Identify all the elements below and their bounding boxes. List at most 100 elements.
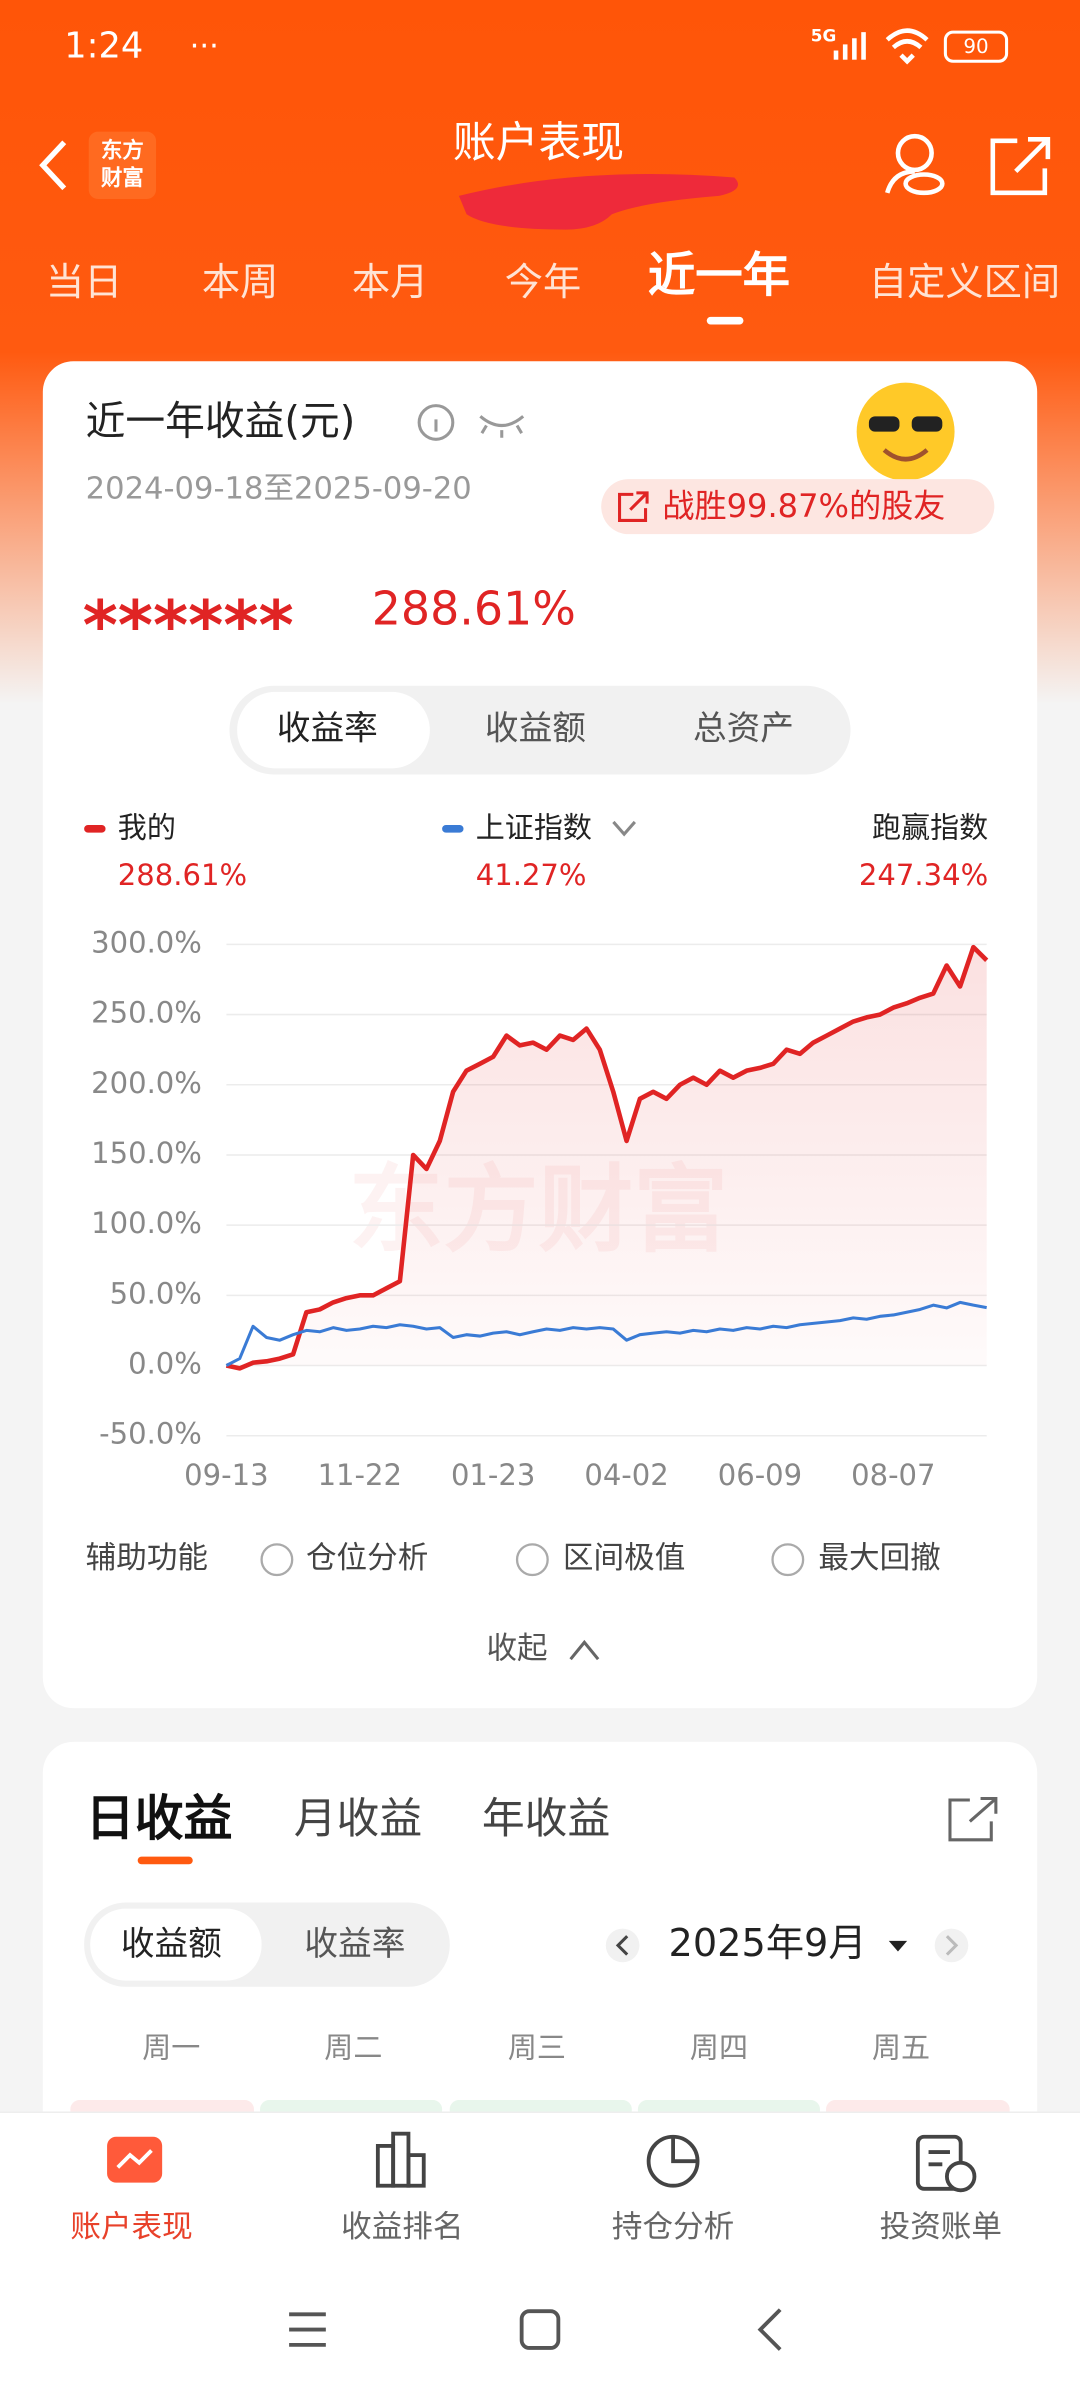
legend-label[interactable]: 上证指数: [476, 811, 592, 845]
metric-option[interactable]: 收益率: [277, 709, 378, 748]
next-icon: [945, 1935, 959, 1956]
collapse-button[interactable]: 收起: [486, 1631, 547, 1666]
month-caret: [888, 1940, 908, 1952]
tab[interactable]: 本月: [352, 260, 428, 305]
nav-item[interactable]: 投资账单: [880, 2210, 1002, 2245]
tab[interactable]: 本周: [202, 260, 278, 305]
chart: 300.0% 250.0% 200.0% 150.0% 100.0% 50.0% 0.0% -…: [91, 925, 989, 1492]
radio[interactable]: [260, 1543, 294, 1577]
nav-icon: [116, 2149, 153, 2169]
info-icon[interactable]: [417, 404, 455, 441]
redaction: [458, 174, 739, 230]
beat-badge[interactable]: [601, 479, 995, 535]
tab-indicator: [137, 1856, 193, 1865]
bottom-nav: [0, 2112, 1080, 2400]
month[interactable]: 2025年9月: [668, 1921, 866, 1966]
nav-item[interactable]: 收益排名: [341, 2210, 463, 2245]
y-tick-label: 250.0%: [91, 996, 202, 1030]
y-tick-label: 150.0%: [91, 1136, 202, 1170]
weekdays: 周一 周二 周三 周四 周五: [142, 2030, 930, 2064]
income-tab-active[interactable]: 日收益: [86, 1790, 233, 1847]
logo-text: 东方: [101, 138, 144, 164]
weekday: 周五: [872, 2030, 930, 2064]
logo-text: 财富: [101, 165, 144, 191]
card-title: 近一年收益(元): [86, 398, 356, 444]
wifi-icon: [885, 28, 929, 65]
tool-option[interactable]: 仓位分析: [306, 1541, 428, 1576]
battery-level: 90: [963, 35, 988, 58]
line-series: [225, 944, 989, 1371]
x-tick-label: 09-13: [184, 1458, 268, 1492]
status-dots: ···: [190, 29, 219, 64]
weekday: 周三: [508, 2030, 566, 2064]
tools-label: 辅助功能: [86, 1541, 208, 1576]
date-range: 2024-09-18至2025-09-20: [86, 471, 472, 506]
line-series: [225, 1300, 987, 1367]
tab[interactable]: 今年: [505, 260, 581, 305]
y-tick-label: 50.0%: [110, 1276, 202, 1310]
system-menu[interactable]: [289, 2312, 326, 2347]
x-tick-label: 06-09: [718, 1458, 802, 1492]
x-tick-label: 04-02: [584, 1458, 668, 1492]
weekday: 周二: [324, 2030, 382, 2064]
radio[interactable]: [771, 1543, 805, 1577]
x-tick-label: 01-23: [451, 1458, 535, 1492]
dropdown-icon[interactable]: [612, 820, 636, 837]
mascot: [856, 382, 955, 481]
system-home[interactable]: [519, 2309, 561, 2350]
badge-icon: [618, 491, 649, 522]
page-title: 账户表现: [453, 118, 624, 168]
value-selected: [90, 1908, 262, 1981]
nav-icon: [646, 2134, 700, 2188]
battery-icon: [943, 30, 1009, 63]
share-button[interactable]: [990, 136, 1051, 196]
metric-option[interactable]: 收益额: [485, 709, 586, 748]
legend-swatch: [84, 825, 106, 833]
legend-value: 41.27%: [476, 858, 587, 892]
income-tab[interactable]: 月收益: [294, 1794, 422, 1844]
tab[interactable]: 自定义区间: [869, 260, 1060, 305]
nav-item[interactable]: 持仓分析: [612, 2210, 734, 2245]
nav-icon: [915, 2134, 977, 2193]
prev-icon: [615, 1935, 629, 1956]
status-time: 1:24: [64, 25, 143, 66]
legend-swatch: [442, 825, 464, 833]
metric-option[interactable]: 总资产: [693, 709, 794, 748]
x-tick-label: 08-07: [851, 1458, 935, 1492]
nav-item-active[interactable]: 账户表现: [70, 2210, 192, 2245]
system-back[interactable]: [757, 2308, 782, 2351]
tab-active[interactable]: 近一年: [648, 249, 790, 304]
nav-icon: [375, 2131, 426, 2188]
back-button[interactable]: [39, 140, 67, 191]
logo: [88, 131, 157, 199]
y-tick-label: -50.0%: [99, 1417, 202, 1451]
tool-option[interactable]: 最大回撤: [818, 1541, 940, 1576]
prev-month[interactable]: [605, 1928, 640, 1963]
income-tab[interactable]: 年收益: [482, 1794, 610, 1844]
next-month[interactable]: [934, 1928, 969, 1963]
y-tick-label: 0.0%: [128, 1347, 202, 1381]
radio[interactable]: [515, 1543, 549, 1577]
network: 5G: [811, 26, 837, 46]
tab-indicator: [706, 316, 744, 325]
period-tabs: 当日 本周 本月 今年 近一年 自定义区间: [46, 249, 1060, 306]
y-tick-label: 100.0%: [91, 1206, 202, 1240]
hidden-amount: ******: [83, 587, 294, 665]
profile-button[interactable]: [885, 133, 945, 196]
legend-value: 288.61%: [118, 858, 247, 892]
signal-icon: [833, 32, 866, 60]
y-tick-label: 200.0%: [91, 1066, 202, 1100]
value-option[interactable]: 收益率: [304, 1924, 405, 1963]
collapse-icon: [569, 1639, 600, 1661]
tab[interactable]: 当日: [46, 260, 122, 305]
hide-icon[interactable]: [479, 415, 525, 438]
value-option[interactable]: 收益额: [121, 1924, 222, 1963]
info-icon: [434, 419, 438, 432]
weekday: 周四: [690, 2030, 748, 2064]
y-tick-label: 300.0%: [91, 925, 202, 959]
legend-label: 我的: [118, 811, 176, 845]
share-button[interactable]: [948, 1796, 998, 1842]
tool-option[interactable]: 区间极值: [563, 1541, 685, 1576]
